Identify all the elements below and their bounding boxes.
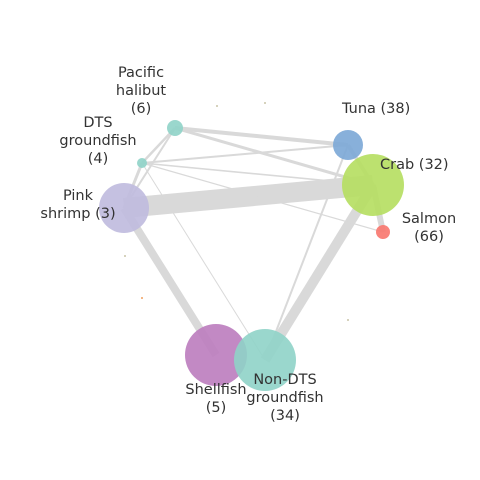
label-non-dts-groundfish: Non-DTS groundfish (34) [246,372,323,424]
node-layer [99,120,404,391]
label-line: (5) [206,400,227,416]
edge-dts_groundfish-tuna [141,144,349,164]
edge-dts_groundfish-salmon [141,162,384,233]
label-line: groundfish [246,390,323,406]
label-line: Tuna (38) [341,101,410,117]
label-line: shrimp (3) [40,206,115,222]
label-layer: Pacific halibut (6) DTS groundfish (4) Tuna (3… [40,65,456,424]
speck [264,102,266,104]
label-dts-groundfish: DTS groundfish (4) [59,115,136,167]
label-line: Crab (32) [380,157,449,173]
label-line: halibut [116,83,167,99]
label-line: Shellfish [185,382,246,398]
node-salmon [376,225,390,239]
speck [141,297,143,299]
label-line: (34) [270,408,300,424]
label-tuna: Tuna (38) [341,101,410,117]
node-crab [342,154,404,216]
node-pacific-halibut [167,120,183,136]
label-line: (66) [414,229,444,245]
label-salmon: Salmon (66) [402,211,456,245]
edge-crab-non_dts_groundfish [260,182,378,363]
label-shellfish: Shellfish (5) [185,382,246,416]
edge-pacific_halibut-tuna [174,126,349,147]
edge-dts_groundfish-non_dts_groundfish [141,162,266,361]
speck [347,319,349,321]
speck-layer [124,102,349,321]
label-line: Pacific [118,65,164,81]
label-line: DTS [83,115,112,131]
label-line: Non-DTS [253,372,316,388]
label-line: groundfish [59,133,136,149]
label-line: Pink [63,188,94,204]
node-tuna [333,130,363,160]
label-line: (6) [131,101,152,117]
edge-tuna-non_dts_groundfish [264,144,349,361]
node-pink-shrimp [99,183,149,233]
edge-pacific_halibut-crab [174,126,374,187]
label-line: (4) [88,151,109,167]
edge-layer [120,126,386,363]
label-crab: Crab (32) [380,157,449,173]
speck [216,105,218,107]
node-shellfish [185,324,247,386]
node-non-dts-groundfish [234,329,296,391]
node-dts-groundfish [137,158,147,168]
edge-pacific_halibut-dts_groundfish [141,127,176,164]
edge-pink_shrimp-crab [123,175,374,218]
speck [124,255,126,257]
label-pacific-halibut: Pacific halibut (6) [116,65,167,117]
label-pink-shrimp: Pink shrimp (3) [40,188,115,222]
label-line: Salmon [402,211,456,227]
